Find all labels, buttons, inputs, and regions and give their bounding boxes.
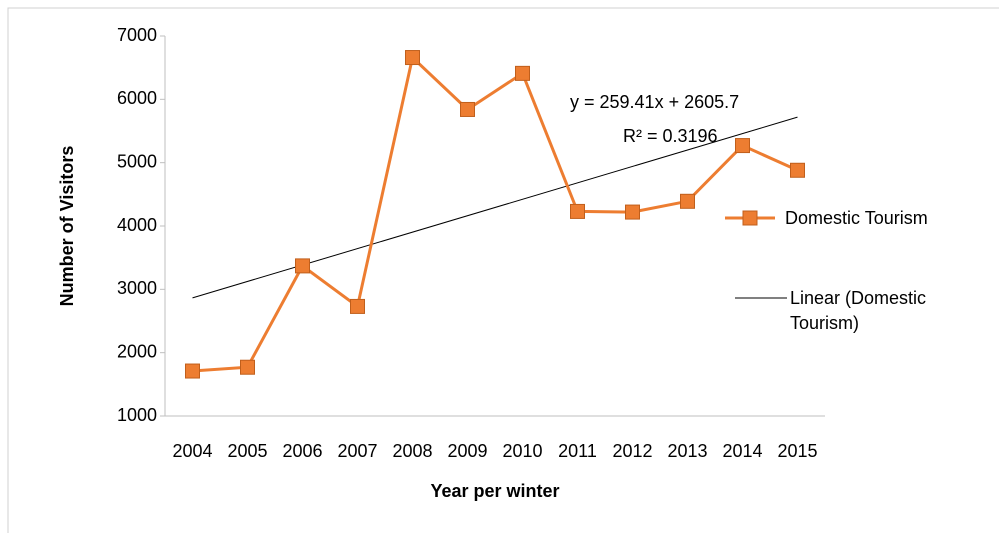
- x-tick-label: 2008: [392, 441, 432, 461]
- x-tick-label: 2009: [447, 441, 487, 461]
- point-marker: [350, 298, 365, 314]
- y-tick-label: 2000: [117, 341, 157, 361]
- trend-r-squared: R² = 0.3196: [623, 126, 718, 146]
- x-tick-label: 2015: [777, 441, 817, 461]
- y-tick-label: 4000: [117, 215, 157, 235]
- x-tick-label: 2004: [172, 441, 212, 461]
- x-tick-label: 2011: [558, 441, 597, 461]
- x-tick-label: 2007: [337, 441, 377, 461]
- y-tick-label: 5000: [117, 151, 157, 171]
- point-marker: [515, 65, 530, 81]
- point-marker: [460, 101, 475, 117]
- x-tick-label: 2012: [612, 441, 652, 461]
- point-marker: [185, 363, 200, 379]
- legend-entry: Linear (Domestic Tourism): [790, 288, 927, 333]
- x-tick-label: 2014: [722, 441, 762, 461]
- point-marker: [625, 204, 640, 220]
- point-marker: [680, 193, 695, 209]
- y-axis-title: Number of Visitors: [57, 146, 77, 307]
- trend-equation: y = 259.41x + 2605.7: [570, 92, 739, 112]
- legend-marker: [742, 210, 758, 226]
- y-tick-label: 3000: [117, 278, 157, 298]
- y-tick-label: 1000: [117, 405, 157, 425]
- legend-entry: Domestic Tourism: [785, 208, 928, 228]
- x-axis-title: Year per winter: [430, 481, 559, 501]
- series-line: [192, 54, 799, 373]
- x-tick-label: 2006: [282, 441, 322, 461]
- point-marker: [790, 162, 805, 178]
- point-marker: [735, 138, 750, 154]
- x-tick-label: 2013: [667, 441, 707, 461]
- point-marker: [240, 359, 255, 375]
- y-tick-label: 7000: [117, 25, 157, 45]
- point-marker: [570, 203, 585, 219]
- y-tick-label: 6000: [117, 88, 157, 108]
- trendline: [192, 116, 798, 299]
- point-marker: [295, 258, 310, 274]
- chart-frame: [7, 7, 999, 533]
- point-marker: [405, 50, 420, 66]
- x-tick-label: 2010: [502, 441, 542, 461]
- x-tick-label: 2005: [227, 441, 267, 461]
